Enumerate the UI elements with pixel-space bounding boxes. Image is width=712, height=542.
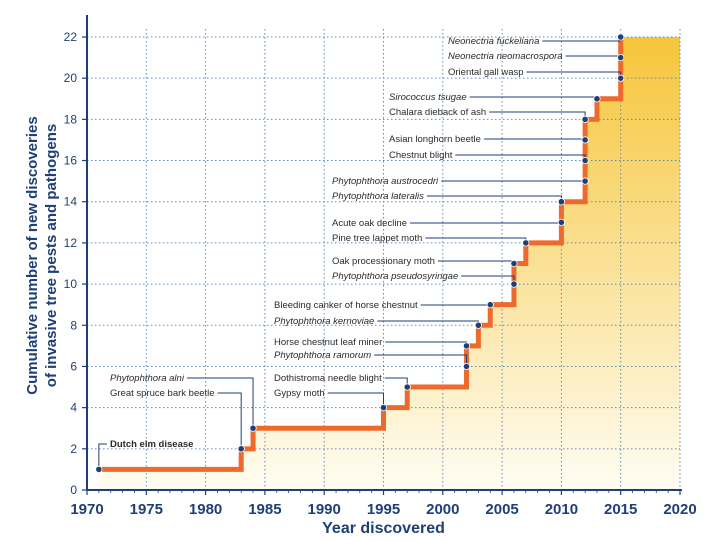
data-point — [581, 136, 589, 144]
y-tick-label: 14 — [64, 195, 78, 209]
y-tick-label: 10 — [64, 277, 78, 291]
annotation-label: Neonectria neomacrospora — [448, 51, 563, 62]
annotation-label: Phytophthora pseudosyringae — [332, 271, 458, 282]
annotation-label: Oriental gall wasp — [448, 67, 524, 78]
x-tick-label: 2020 — [663, 501, 696, 518]
annotation-label: Horse chestnut leaf miner — [274, 337, 382, 348]
x-tick-label: 1985 — [248, 501, 281, 518]
annotation-leader — [327, 392, 384, 408]
y-tick-label: 0 — [70, 483, 77, 497]
x-tick-label: 2005 — [485, 501, 518, 518]
annotation-label: Sirococcus tsugae — [389, 92, 467, 103]
annotation-label: Dutch elm disease — [110, 439, 193, 450]
x-tick-label: 1980 — [189, 501, 222, 518]
annotation-label: Gypsy moth — [274, 388, 325, 399]
x-tick-label: 1995 — [367, 501, 400, 518]
data-point — [617, 74, 625, 82]
y-axis-ticks: 0 2 4 6 8 10 12 14 16 18 20 22 — [64, 30, 87, 497]
y-tick-label: 8 — [70, 318, 77, 332]
annotation-label: Dothistroma needle blight — [274, 373, 382, 384]
data-point — [617, 53, 625, 62]
annotation-leader — [98, 443, 107, 470]
x-axis-ticks: 1970 1975 1980 1985 1990 1995 2000 2005 2010 2015… — [70, 490, 697, 518]
y-tick-label: 22 — [64, 30, 78, 44]
data-point — [486, 301, 494, 309]
data-point — [522, 239, 530, 247]
data-point — [581, 115, 589, 123]
data-point — [462, 342, 471, 350]
data-point — [581, 177, 589, 185]
annotation-label: Phytophthora ramorum — [274, 350, 371, 361]
annotation-label: Phytophthora alni — [110, 373, 185, 384]
x-tick-label: 2010 — [545, 501, 578, 518]
y-tick-label: 2 — [70, 442, 77, 456]
x-axis-title: Year discovered — [322, 520, 445, 537]
y-tick-label: 18 — [64, 112, 78, 126]
annotation-label: Phytophthora kernoviae — [274, 316, 374, 327]
y-axis-title-line-2: of invasive tree pests and pathogens — [43, 124, 60, 387]
data-point — [557, 218, 566, 226]
y-tick-label: 4 — [70, 401, 77, 415]
annotation-label: Phytophthora lateralis — [332, 191, 424, 202]
data-point — [237, 445, 245, 453]
data-point — [379, 404, 388, 412]
annotation-leader — [374, 354, 468, 367]
y-tick-label: 20 — [64, 71, 78, 85]
x-tick-label: 1975 — [130, 501, 163, 518]
axes — [86, 15, 682, 491]
annotation-leader — [186, 377, 254, 429]
data-point — [403, 383, 411, 391]
annotation-label: Acute oak decline — [332, 218, 407, 229]
y-axis-title-line-1: Cumulative number of new discoveries — [24, 116, 41, 394]
data-point — [474, 321, 482, 329]
y-tick-label: 6 — [70, 359, 77, 373]
data-point — [510, 259, 518, 268]
y-tick-label: 12 — [64, 236, 78, 250]
data-point — [581, 156, 589, 165]
x-tick-label: 1970 — [70, 501, 103, 518]
cumulative-area-fill — [98, 37, 681, 490]
annotation-label: Great spruce bark beetle — [110, 388, 215, 399]
annotation-label: Chalara dieback of ash — [389, 107, 486, 118]
data-point — [617, 33, 625, 41]
annotation-label: Pine tree lappet moth — [332, 233, 422, 244]
annotation-label: Phytophthora austrocedri — [332, 176, 439, 187]
data-points — [95, 33, 625, 474]
data-point — [593, 95, 601, 103]
annotation-label: Asian longhorn beetle — [389, 134, 481, 145]
data-point — [249, 424, 257, 432]
annotation-label: Oak processionary moth — [332, 256, 435, 267]
annotation-leader — [217, 392, 242, 449]
x-tick-label: 1990 — [308, 501, 341, 518]
x-tick-label: 2015 — [604, 501, 637, 518]
y-tick-label: 16 — [64, 154, 78, 168]
data-point — [510, 280, 518, 288]
x-tick-label: 2000 — [426, 501, 459, 518]
annotation-labels: Dutch elm disease Great spruce bark beetl… — [110, 36, 563, 450]
annotation-label: Neonectria fuckeliana — [448, 36, 539, 47]
data-point — [462, 362, 471, 371]
annotation-label: Bleeding canker of horse chestnut — [274, 300, 418, 311]
annotation-label: Chestnut blight — [389, 150, 453, 161]
data-point — [557, 198, 566, 206]
data-point — [95, 465, 103, 474]
